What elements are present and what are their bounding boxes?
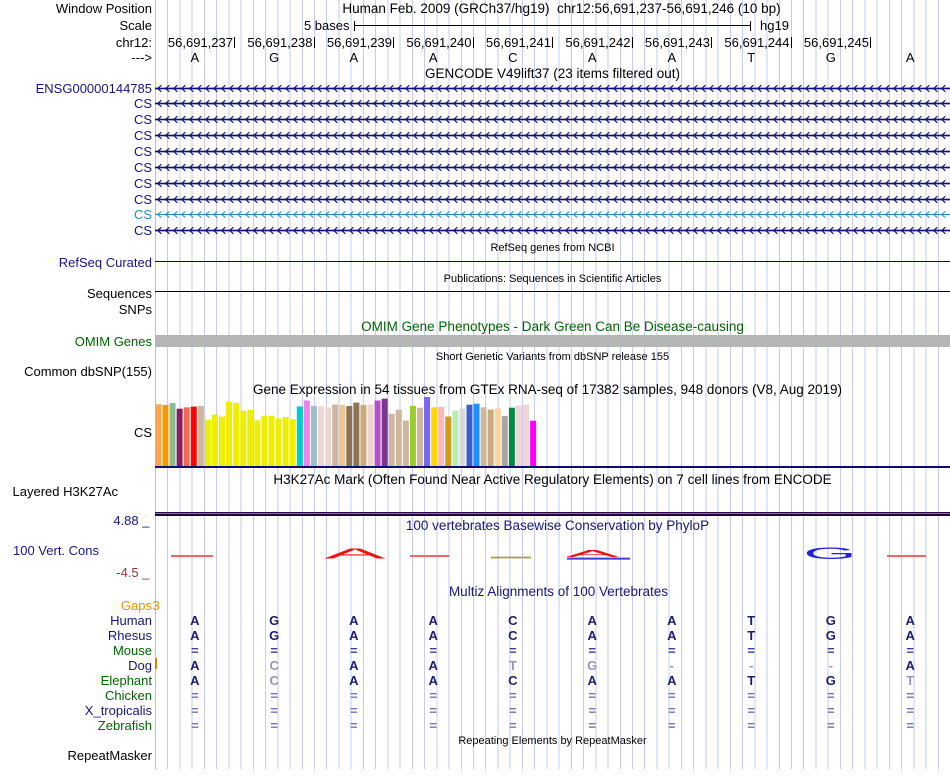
svg-text:A: A bbox=[324, 545, 387, 561]
svg-text:G: G bbox=[803, 543, 856, 562]
svg-text:A: A bbox=[566, 548, 619, 559]
